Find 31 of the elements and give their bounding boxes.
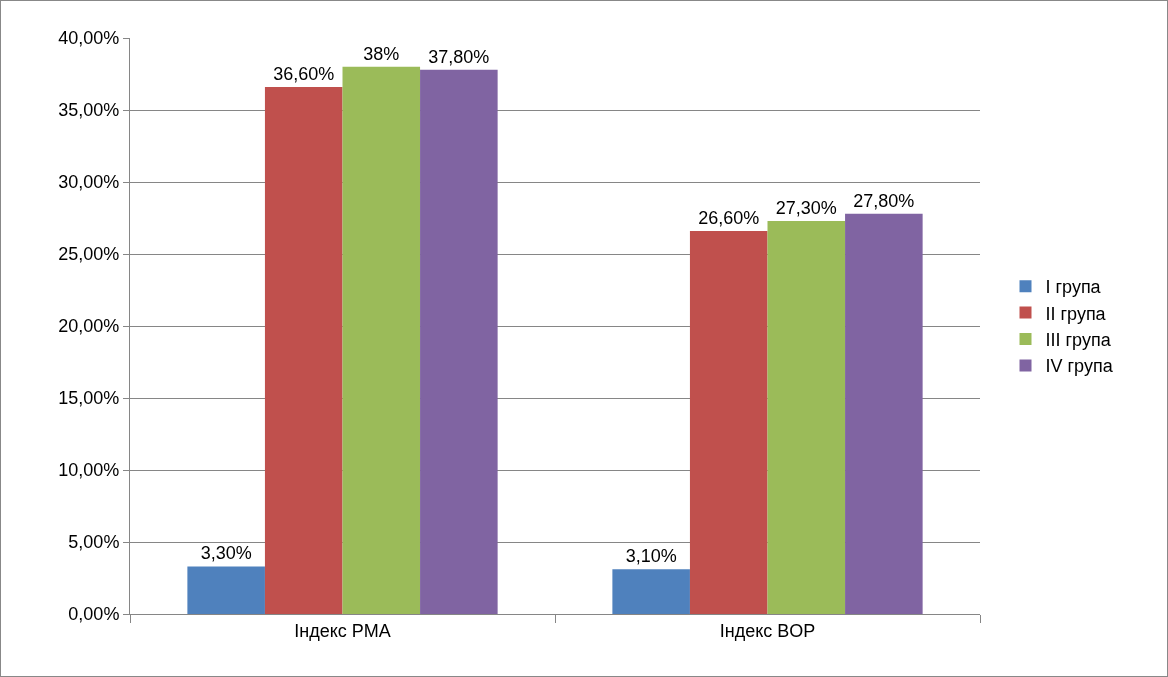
data-label: 3,10% (625, 546, 677, 567)
bar (187, 566, 265, 614)
y-tick-label: 0,00% (68, 604, 120, 625)
bar (689, 230, 768, 614)
y-tick-label: 5,00% (68, 532, 120, 553)
y-tick-label: 10,00% (58, 460, 120, 481)
data-label: 27,30% (775, 197, 837, 218)
bar (420, 69, 498, 614)
data-label: 37,80% (428, 46, 490, 67)
bar (612, 569, 690, 614)
data-label: 27,80% (853, 190, 915, 211)
bar (264, 86, 343, 614)
legend-label: IV група (1045, 356, 1114, 377)
y-tick-label: 20,00% (58, 316, 120, 337)
x-tick-label: Індекс PMA (294, 620, 391, 641)
y-tick-label: 25,00% (58, 244, 120, 265)
y-tick-label: 15,00% (58, 388, 120, 409)
data-label: 38% (363, 43, 400, 64)
y-tick-label: 30,00% (58, 172, 120, 193)
bar (342, 66, 421, 614)
y-tick-label: 40,00% (58, 28, 120, 49)
x-tick-label: Індекс BOP (719, 620, 816, 641)
data-label: 26,60% (698, 207, 760, 228)
legend-label: II група (1045, 303, 1107, 324)
bar (845, 213, 923, 614)
y-tick-label: 35,00% (58, 100, 120, 121)
bar (767, 220, 846, 614)
data-label: 36,60% (273, 63, 335, 84)
data-label: 3,30% (200, 543, 252, 564)
legend-label: III група (1045, 330, 1112, 351)
legend-label: I група (1045, 277, 1102, 298)
